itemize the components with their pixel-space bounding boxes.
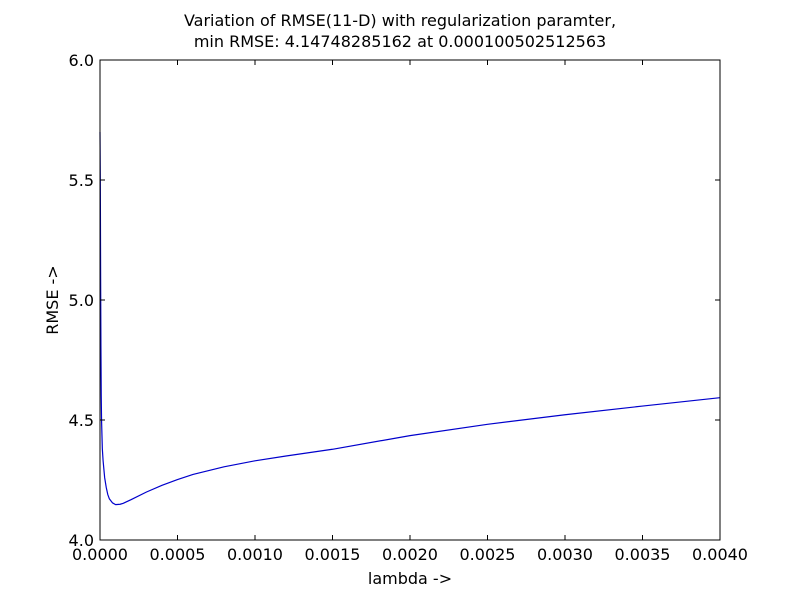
x-tick-label: 0.0005 <box>150 545 206 564</box>
y-tick-label: 4.0 <box>69 531 94 550</box>
tick-marks <box>99 59 721 541</box>
y-tick-label: 5.5 <box>69 171 94 190</box>
x-tick-labels: 0.0000 0.0005 0.0010 0.0015 0.0020 0.0025 0.00… <box>72 545 748 564</box>
x-tick-label: 0.0035 <box>615 545 671 564</box>
y-tick-labels: 4.0 4.5 5.0 5.5 6.0 <box>69 51 94 550</box>
x-axis-label: lambda -> <box>368 569 452 588</box>
x-tick-label: 0.0025 <box>460 545 516 564</box>
y-tick-label: 5.0 <box>69 291 94 310</box>
y-tick-label: 4.5 <box>69 411 94 430</box>
rmse-series-line <box>99 131 721 506</box>
x-tick-label: 0.0000 <box>72 545 128 564</box>
x-tick-label: 0.0015 <box>305 545 361 564</box>
x-tick-label: 0.0030 <box>537 545 593 564</box>
y-tick-label: 6.0 <box>69 51 94 70</box>
series-layer <box>99 131 721 506</box>
x-tick-label: 0.0040 <box>692 545 748 564</box>
chart-title-line-2: min RMSE: 4.14748285162 at 0.00010050251… <box>194 32 606 51</box>
plot-area-frame <box>99 59 721 541</box>
x-tick-label: 0.0010 <box>227 545 283 564</box>
y-axis-label: RMSE -> <box>43 265 62 334</box>
chart-title-line-1: Variation of RMSE(11-D) with regularizat… <box>184 11 616 30</box>
x-tick-label: 0.0020 <box>382 545 438 564</box>
